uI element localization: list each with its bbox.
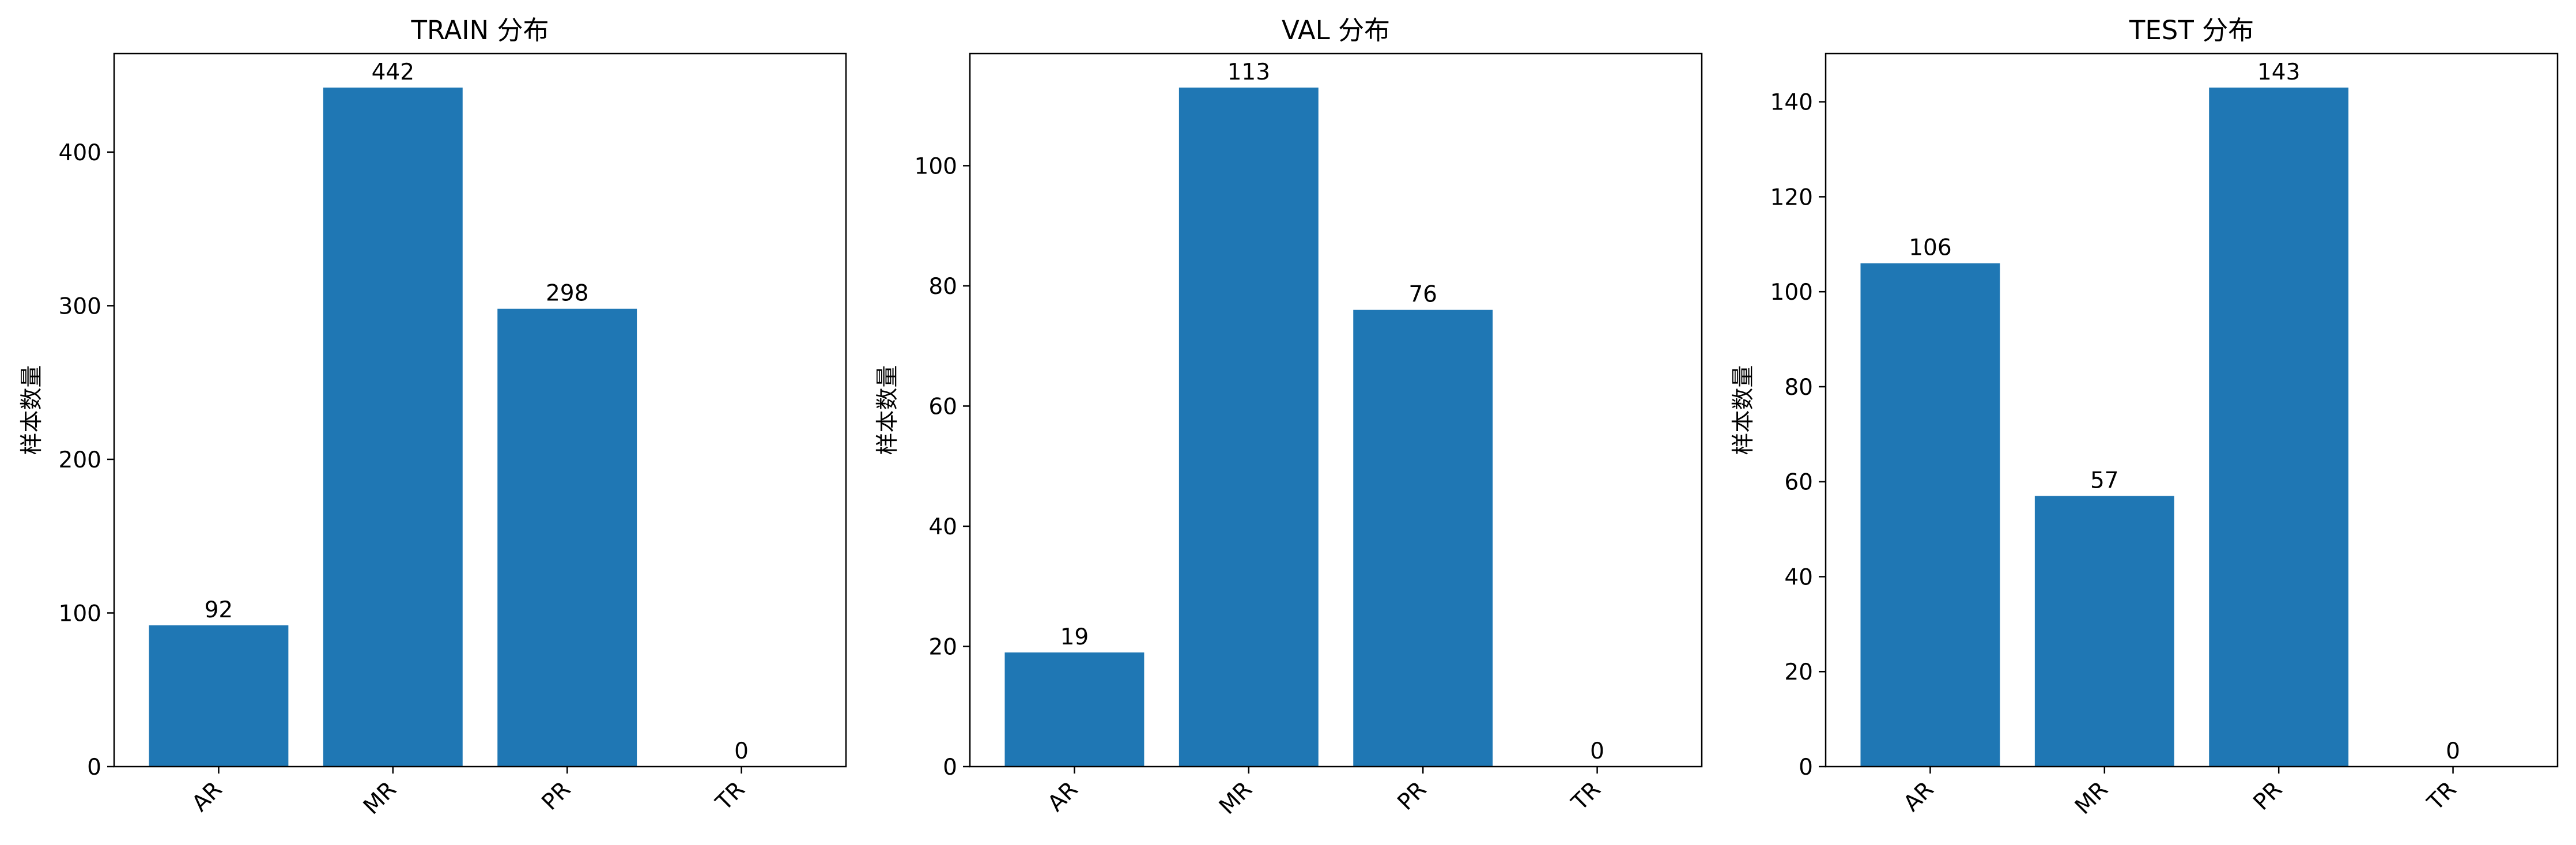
bar-value-label-ar: 19 (1060, 624, 1089, 650)
bar-value-label-mr: 57 (2090, 467, 2119, 493)
y-axis-label: 样本数量 (1731, 365, 1757, 455)
panel-title: TRAIN 分布 (411, 15, 549, 46)
y-tick-label: 100 (1770, 280, 1813, 305)
y-axis-label: 样本数量 (875, 365, 901, 455)
y-tick-label: 140 (1770, 90, 1813, 116)
y-tick-label: 100 (915, 153, 957, 179)
bar-ar (1860, 263, 2000, 767)
bar-value-label-mr: 442 (372, 59, 414, 85)
bar-mr (323, 87, 463, 767)
bar-ar (1004, 652, 1145, 767)
y-tick-label: 60 (1784, 470, 1813, 496)
panel-title: TEST 分布 (2129, 15, 2254, 46)
y-tick-label: 40 (928, 514, 957, 540)
y-tick-label: 60 (928, 394, 957, 420)
bar-value-label-tr: 0 (734, 738, 749, 764)
bar-value-label-mr: 113 (1227, 59, 1270, 85)
y-tick-label: 80 (928, 274, 957, 300)
bar-value-label-ar: 106 (1909, 235, 1951, 261)
bar-pr (497, 308, 637, 767)
bar-value-label-pr: 76 (1408, 282, 1437, 308)
bar-value-label-tr: 0 (1590, 738, 1604, 764)
bar-pr (2209, 87, 2349, 767)
axes-frame (113, 52, 847, 768)
panel-title: VAL 分布 (1282, 15, 1390, 46)
bar-value-label-ar: 92 (205, 597, 233, 623)
bar-mr (1179, 87, 1319, 767)
y-tick-label: 0 (1799, 755, 1813, 780)
y-tick-label: 300 (59, 293, 101, 319)
bar-value-label-pr: 143 (2257, 59, 2300, 85)
bar-pr (1353, 310, 1493, 767)
bar-ar (149, 625, 289, 767)
y-tick-label: 100 (59, 601, 101, 627)
y-tick-label: 0 (87, 755, 101, 780)
y-tick-label: 0 (943, 755, 957, 780)
axes-frame (1825, 52, 2559, 768)
y-tick-label: 20 (928, 634, 957, 660)
y-axis-label: 样本数量 (19, 365, 45, 455)
bar-value-label-pr: 298 (546, 281, 588, 307)
y-tick-label: 120 (1770, 184, 1813, 210)
y-tick-label: 200 (59, 447, 101, 473)
y-tick-label: 80 (1784, 375, 1813, 401)
y-tick-label: 400 (59, 140, 101, 166)
bar-value-label-tr: 0 (2446, 738, 2460, 764)
bar-mr (2034, 496, 2174, 767)
axes-frame (969, 52, 1703, 768)
y-tick-label: 40 (1784, 564, 1813, 590)
y-tick-label: 20 (1784, 659, 1813, 685)
